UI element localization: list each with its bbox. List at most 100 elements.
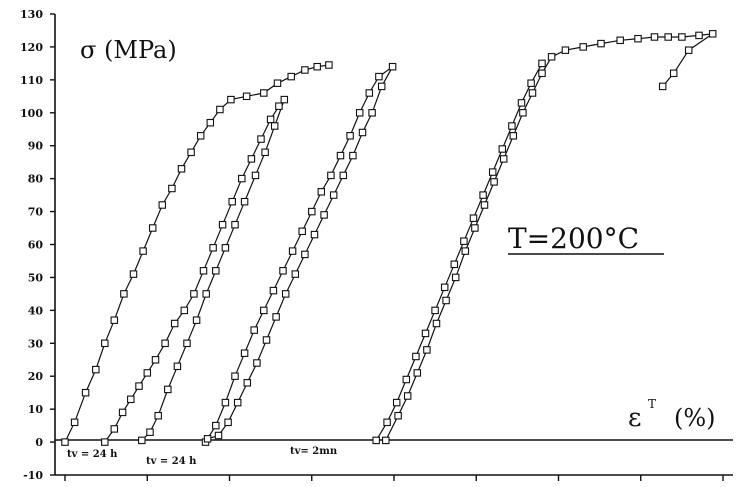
y-tick-label: 90 <box>28 140 44 153</box>
data-point <box>228 197 236 206</box>
temperature-annotation: T=200°C <box>508 222 664 255</box>
data-point <box>460 237 468 245</box>
data-point <box>180 306 189 315</box>
data-point <box>243 379 252 387</box>
y-tick-label: 130 <box>20 8 43 21</box>
data-point <box>308 207 316 216</box>
data-point <box>101 339 109 348</box>
data-point <box>253 359 261 367</box>
data-point <box>273 79 282 87</box>
data-point <box>148 224 157 232</box>
data-point <box>250 326 258 334</box>
data-point <box>358 128 367 137</box>
data-point <box>218 220 227 229</box>
data-point <box>120 290 128 298</box>
data-point <box>412 352 420 361</box>
y-tick-label: -10 <box>23 469 43 482</box>
data-point <box>242 92 251 101</box>
axes: -10 0 10 20 30 40 50 60 70 80 90 100 110 120 130 <box>20 8 733 482</box>
data-point <box>269 286 278 295</box>
data-point <box>561 46 570 54</box>
data-point <box>170 319 179 328</box>
series <box>372 59 546 445</box>
data-point <box>403 392 412 400</box>
series <box>61 61 333 446</box>
data-point <box>313 62 321 71</box>
y-tick-label: 10 <box>28 403 44 416</box>
data-point <box>168 184 176 193</box>
data-point <box>135 382 143 390</box>
data-point <box>480 201 489 209</box>
data-point <box>382 436 390 445</box>
data-point <box>579 43 587 51</box>
data-point <box>325 61 333 69</box>
data-point <box>421 329 430 338</box>
data-point <box>118 408 127 417</box>
data-point <box>212 421 220 430</box>
y-tick-label: 0 <box>35 436 43 449</box>
data-point <box>92 365 100 374</box>
data-point <box>127 395 135 404</box>
data-point <box>257 135 265 143</box>
x-axis-label: ε <box>628 403 641 433</box>
data-point <box>164 385 172 394</box>
data-point <box>192 316 201 324</box>
data-point <box>275 102 283 110</box>
data-point <box>320 211 328 219</box>
data-point <box>684 46 693 54</box>
data-point <box>251 171 260 180</box>
data-point <box>233 398 242 407</box>
series-line <box>204 66 394 443</box>
temperature-text: T=200°C <box>508 222 639 255</box>
data-point <box>110 316 119 324</box>
data-point <box>301 66 309 74</box>
y-tick-label: 20 <box>28 370 44 383</box>
series <box>101 95 289 446</box>
note-first: tv = 24 h <box>67 449 118 460</box>
data-point <box>101 438 109 446</box>
data-point <box>301 250 309 259</box>
y-tick-label: 120 <box>20 41 43 54</box>
data-point <box>177 165 186 173</box>
data-point <box>508 122 516 130</box>
data-point <box>238 174 246 183</box>
data-point <box>129 270 138 278</box>
data-point <box>527 79 535 87</box>
data-point <box>214 431 223 440</box>
data-point <box>471 224 479 232</box>
data-point <box>423 346 431 354</box>
data-point <box>310 230 319 239</box>
data-point <box>190 290 198 298</box>
data-point <box>413 369 422 377</box>
y-tick-label: 80 <box>28 173 44 186</box>
data-point <box>298 227 306 236</box>
series <box>201 62 397 446</box>
data-point <box>377 82 386 91</box>
x-axis-label-superscript: T <box>648 397 656 411</box>
data-point <box>81 388 90 397</box>
data-point <box>336 151 345 160</box>
data-point <box>528 89 537 97</box>
data-point <box>247 155 256 163</box>
data-point <box>279 267 287 275</box>
data-point <box>287 72 295 81</box>
data-point <box>327 171 335 180</box>
data-point <box>349 151 357 160</box>
data-point <box>664 33 672 41</box>
data-point <box>678 33 686 41</box>
data-point <box>538 69 546 78</box>
data-point <box>161 339 169 348</box>
data-point <box>202 290 210 298</box>
data-point <box>498 145 507 153</box>
data-point <box>240 349 249 357</box>
data-point <box>317 188 326 196</box>
data-point <box>183 339 191 348</box>
data-point <box>173 362 182 371</box>
data-point <box>388 62 397 71</box>
y-tick-label: 70 <box>28 206 44 219</box>
data-point <box>206 118 215 127</box>
data-point <box>451 273 460 282</box>
data-point <box>519 109 527 117</box>
data-point <box>372 436 380 445</box>
